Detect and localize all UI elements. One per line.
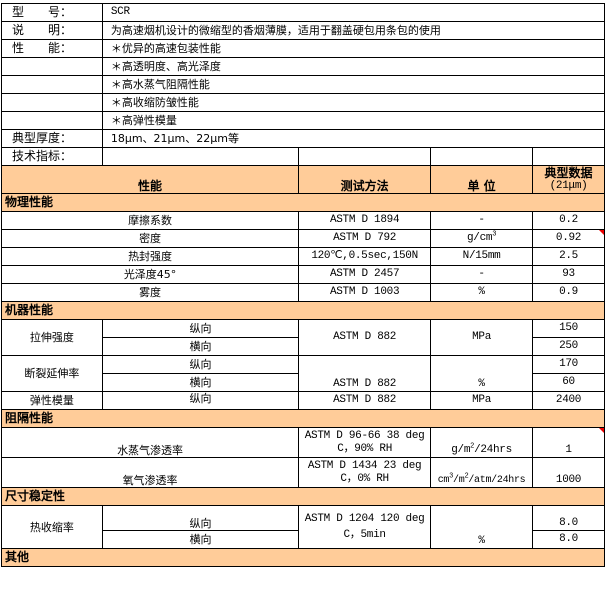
table-row: 氧气渗透率 ASTM D 1434 23 deg C，0% RH cm3/m2/atm… — [0, 457, 605, 488]
section-dimension: 尺寸稳定性 — [1, 487, 605, 506]
section-other: 其他 — [1, 548, 605, 567]
section-machine: 机器性能 — [1, 301, 605, 320]
features-label: 性 能： — [1, 39, 103, 58]
thickness-label: 典型厚度： — [1, 129, 103, 148]
header-typical: 典型数据 (21μm) — [532, 165, 605, 194]
table-row: 雾度 ASTM D 1003% 0.9 — [0, 283, 605, 302]
feature-item: ＊高水蒸气阻隔性能 — [101, 75, 605, 94]
section-barrier: 阻隔性能 — [1, 409, 605, 428]
header-property: 性能 — [0, 165, 300, 194]
table-row: 摩擦系数 ASTM D 1894-0.2 — [0, 211, 605, 230]
feature-item: ＊高收缩防皱性能 — [101, 93, 605, 112]
table-row: 拉伸强度 纵向 ASTM D 882 MPa 150 — [1, 319, 605, 356]
feature-item: ＊优异的高速包装性能 — [101, 39, 605, 58]
table-row: 热封强度 120℃,0.5sec,150N N/15mm 2.5 — [0, 247, 605, 266]
model-value: SCR — [101, 3, 605, 22]
model-label: 型 号： — [1, 3, 103, 22]
header-method: 测试方法 — [298, 165, 432, 194]
table-row: 密度 ASTM D 792 g/cm3 0.92 — [0, 229, 605, 248]
thickness-value: 18μm、21μm、22μm等 — [101, 129, 605, 148]
spec-label: 技术指标： — [1, 147, 103, 166]
section-physical: 物理性能 — [1, 193, 605, 212]
spec-sheet: 型 号： SCR 说 明： 为高速烟机设计的微缩型的香烟薄膜，适用于翻盖硬包用条包的… — [0, 3, 605, 567]
table-row: 弹性模量 纵向 ASTM D 882 MPa 2400 — [1, 391, 605, 410]
table-row: 热收缩率 纵向 ASTM D 1204 120 deg C，5min% 8.0 — [1, 505, 605, 549]
desc-label: 说 明： — [1, 21, 103, 40]
feature-item: ＊高弹性模量 — [101, 111, 605, 130]
feature-item: ＊高透明度、高光泽度 — [101, 57, 605, 76]
table-row: 水蒸气渗透率 ASTM D 96-66 38 deg C，90% RH g/m2/24… — [0, 427, 605, 458]
header-unit: 单 位 — [430, 165, 534, 194]
table-row: 断裂延伸率 纵向 ASTM D 882% 170 — [1, 355, 605, 392]
table-row: 光泽度45° ASTM D 2457-93 — [0, 265, 605, 284]
desc-value: 为高速烟机设计的微缩型的香烟薄膜，适用于翻盖硬包用条包的使用 — [101, 21, 605, 40]
table-row: 横向 8.0 — [2, 530, 605, 549]
